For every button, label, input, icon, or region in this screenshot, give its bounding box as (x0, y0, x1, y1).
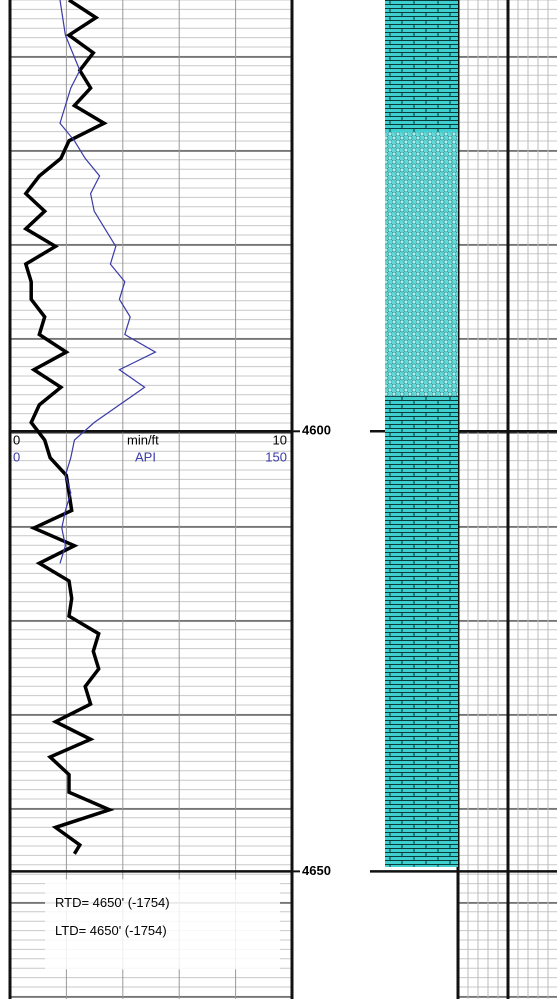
grid (8, 0, 557, 999)
scale-unit: API (135, 450, 156, 465)
annotation: RTD= 4650' (-1754) (55, 895, 170, 910)
scale-max: 10 (273, 433, 287, 448)
lithology-interval (385, 396, 458, 867)
depth-label: 4650 (302, 863, 331, 878)
depth-label: 4600 (302, 423, 331, 438)
lithology-interval (385, 132, 458, 397)
annotation: LTD= 4650' (-1754) (55, 923, 167, 938)
curves (22, 0, 157, 855)
lithology-interval (385, 0, 458, 133)
annotation-box (45, 879, 280, 970)
scale-min: 0 (13, 450, 20, 465)
log-curve (59, 0, 157, 564)
scale-max: 150 (265, 450, 287, 465)
log-curve (22, 0, 115, 855)
scale-min: 0 (13, 433, 20, 448)
labels: 4600 4650 0 min/ft 10 0 API 150 RTD= 4650' (-175… (13, 423, 331, 970)
scale-unit: min/ft (127, 433, 159, 448)
lithology-track (385, 0, 458, 867)
